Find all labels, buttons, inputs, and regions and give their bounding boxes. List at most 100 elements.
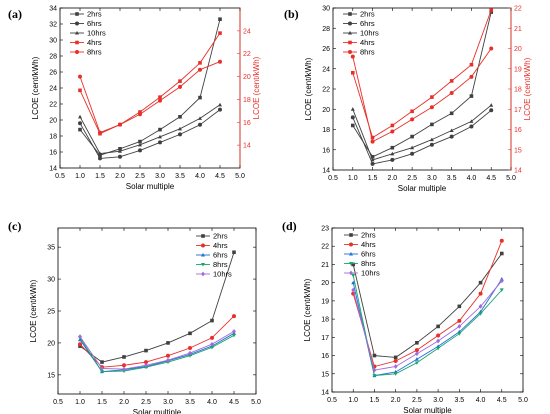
data-point-10hrs [469,119,474,123]
data-point-6hrs [370,161,375,166]
x-tick-label: 3.0 [427,175,437,182]
y-right-tick-label: 16 [243,120,251,127]
data-point-8hrs [351,273,356,278]
data-point-10hrs [429,137,434,142]
data-point-2hrs [218,17,222,21]
chart-panel-2: (b)0.5 1.0 1.5 2.0 2.5 3.0 3.5 4.0 4.5 5.01416182… [284,6,532,194]
x-tick-label: 3.5 [447,175,457,182]
data-point-2hrs [198,95,202,100]
data-point-10hrs [158,134,162,139]
data-point-2hrs [158,127,162,132]
legend-marker [348,50,352,54]
data-point-10hrs [118,149,122,153]
x-tick-label: 1.5 [368,175,378,182]
x-axis-title: Solar multiple [126,182,175,191]
data-point-2hrs [232,250,236,255]
y-axis-title: LCOE (cent/kWh) [303,278,312,341]
y-right-tick-label: 17 [514,107,522,114]
legend-label: 2hrs [87,10,102,19]
data-point-8hrs [390,129,395,134]
panel-label: (a) [8,7,22,21]
x-tick-label: 3.5 [454,397,464,404]
series-line-4hrs [79,32,221,135]
y-tick-label: 16 [322,147,330,154]
data-point-2hrs [118,147,122,151]
data-point-4hrs [430,95,434,99]
data-point-2hrs [166,341,170,345]
x-tick-label: 0.5 [327,397,337,404]
y-tick-label: 16 [49,150,57,157]
x-tick-label: 2.5 [412,397,422,404]
data-point-10hrs [78,114,82,119]
data-point-10hrs [78,334,82,339]
legend-marker [75,21,79,26]
data-point-2hrs [78,127,82,132]
x-tick-label: 4.0 [467,175,477,182]
y-right-tick-label: 14 [243,143,251,150]
x-tick-label: 5.0 [518,397,528,404]
x-tick-label: 4.0 [476,397,486,404]
legend-label: 10hrs [360,29,379,38]
legend-label: 8hrs [360,48,375,57]
data-point-2hrs [350,123,355,128]
data-point-8hrs [478,312,483,316]
data-point-4hrs [469,62,474,67]
x-axis-title: Solar multiple [133,408,182,414]
x-tick-label: 5.0 [251,399,261,406]
series-line-8hrs [352,48,492,143]
legend-marker [349,270,353,276]
data-point-2hrs [469,94,474,98]
data-point-6hrs [158,140,162,145]
data-point-2hrs [393,355,398,360]
legend-marker [349,233,353,237]
data-point-10hrs [372,367,377,373]
panel-label: (c) [8,219,21,233]
y-tick-label: 16 [321,353,329,360]
data-point-10hrs [178,126,182,131]
data-point-10hrs [198,116,202,120]
legend-label: 10hrs [87,29,106,38]
chart-panel-3: (c) 0.5 1.0 1.5 2.0 2.5 3.0 3.5 4.0 4.5 5.0 15 20 25 3… [8,219,261,414]
legend-marker [75,40,79,45]
y-tick-label: 18 [321,317,329,324]
data-point-6hrs [218,107,222,112]
legend-label: 2hrs [361,231,376,240]
panel-label: (b) [284,7,299,21]
data-point-8hrs [118,122,122,127]
x-tick-label: 3.5 [185,399,195,406]
data-point-8hrs [218,59,222,64]
y-right-tick-label: 18 [514,87,522,94]
data-point-8hrs [457,332,462,336]
data-point-8hrs [489,46,494,51]
x-tick-label: 2.0 [115,173,125,180]
data-point-4hrs [350,71,355,75]
y-tick-label: 23 [321,226,329,233]
y-tick-label: 28 [322,26,330,33]
y-right-tick-label: 21 [514,26,522,33]
series-line-2hrs [352,253,503,358]
x-tick-label: 4.0 [207,399,217,406]
y-tick-label: 14 [49,166,57,173]
y-right-tick-label: 18 [243,97,251,104]
data-point-10hrs [410,145,415,150]
data-point-8hrs [429,105,434,110]
data-point-10hrs [390,151,395,156]
chart-panel-1: (a) 0.5 1.0 1.5 2.0 2.5 3.0 3.5 4.0 4.5 5.0 14 16 18 2… [8,6,261,192]
legend-label: 8hrs [87,48,102,57]
x-tick-label: 1.0 [75,173,85,180]
data-point-10hrs [499,278,504,284]
data-point-8hrs [350,54,355,59]
y-tick-label: 26 [49,70,57,77]
legend-label: 6hrs [87,19,102,28]
x-tick-label: 3.0 [163,399,173,406]
y-tick-label: 30 [47,277,55,284]
y-axis-title: LCOE (cent/kWh) [29,279,38,342]
data-point-4hrs [390,123,395,128]
series-line-2hrs [79,19,221,156]
data-point-4hrs [198,61,202,65]
x-tick-label: 2.0 [391,397,401,404]
data-point-4hrs [232,314,236,319]
x-axis-title: Solar multiple [398,184,447,193]
legend-marker [348,12,352,16]
legend-marker [348,30,352,35]
